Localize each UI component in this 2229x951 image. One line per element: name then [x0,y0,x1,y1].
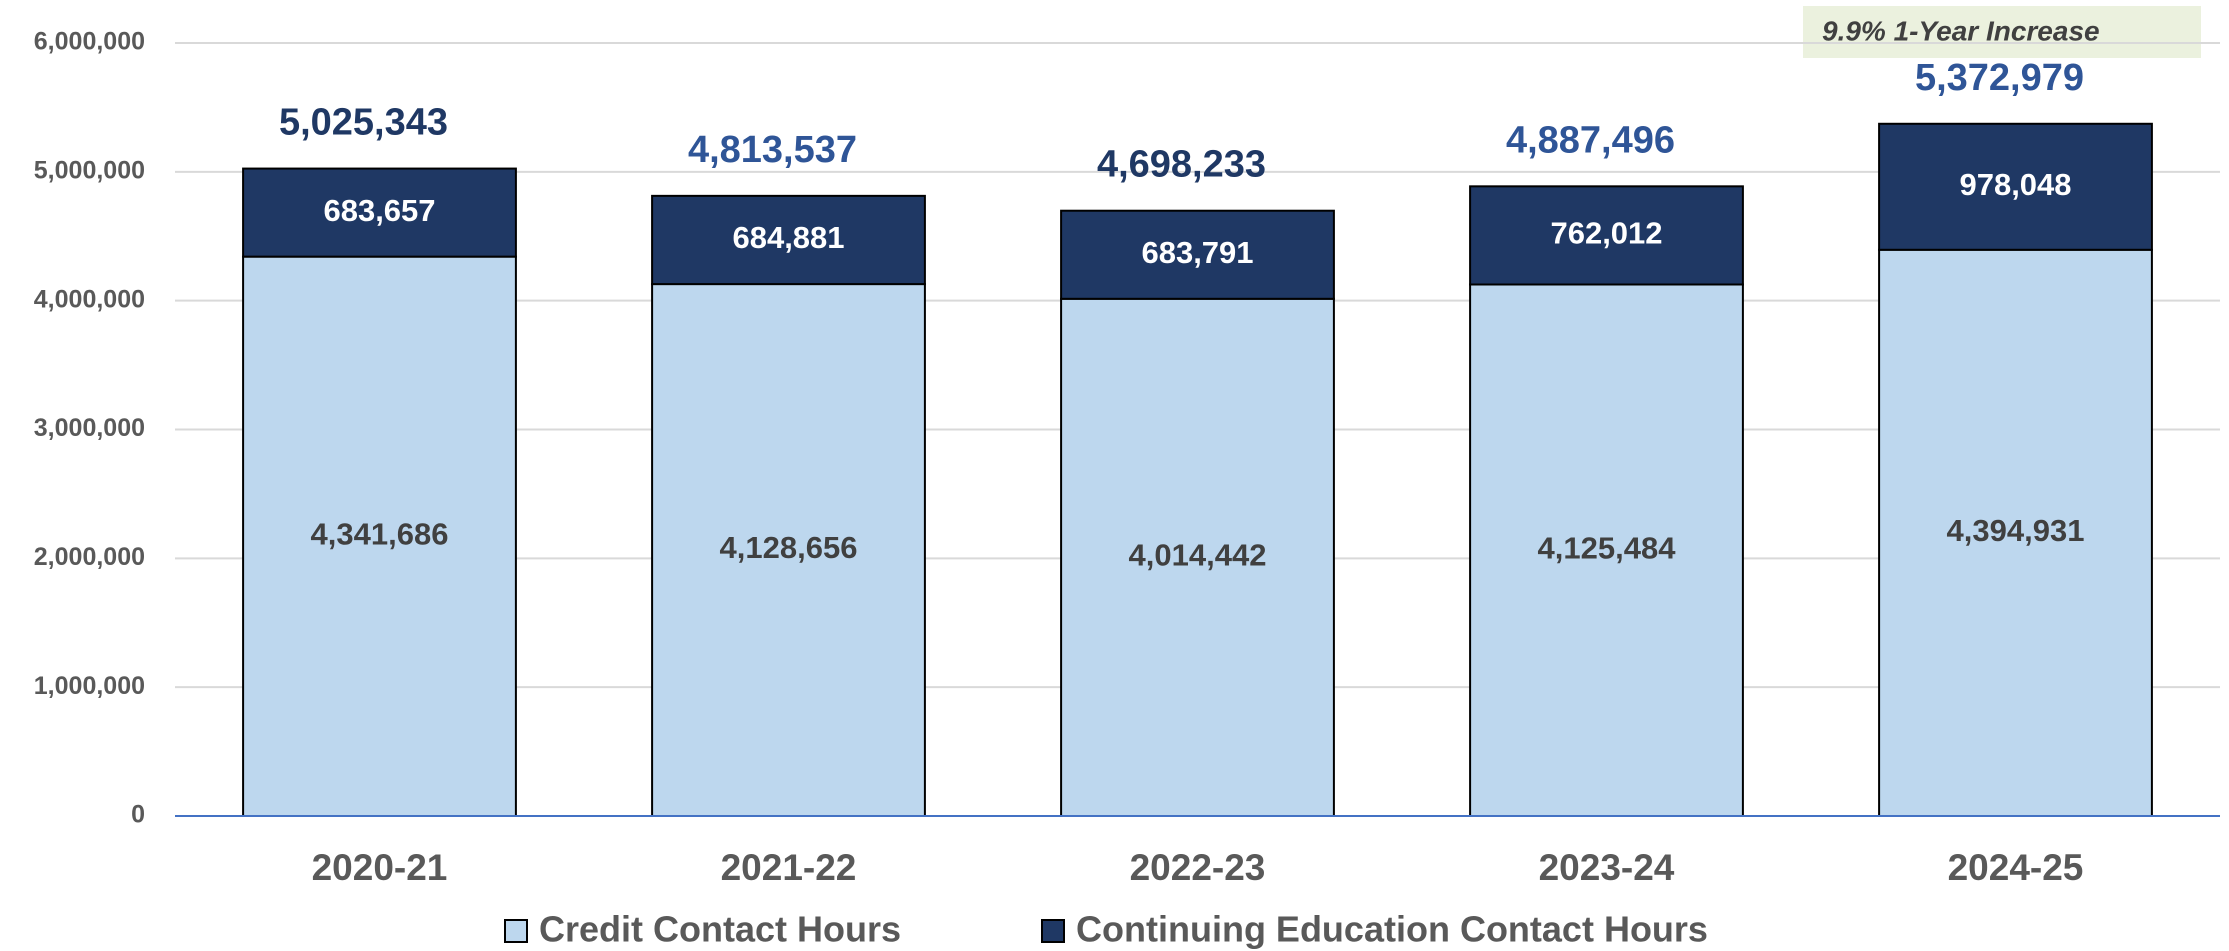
segment-label: 4,014,442 [1129,538,1267,573]
bar-segment [1469,185,1744,286]
bar-segment [242,255,517,817]
segment-label: 683,657 [323,193,435,228]
total-label: 4,698,233 [1097,144,1266,186]
total-label: 5,025,343 [279,102,448,144]
x-tick-label: 2023-24 [1539,847,1675,888]
x-tick-label: 2024-25 [1948,847,2084,888]
x-tick-label: 2022-23 [1130,847,1266,888]
y-tick-label: 5,000,000 [34,156,145,184]
x-tick-label: 2020-21 [312,847,448,888]
legend-swatch [504,919,528,943]
x-tick-label: 2021-22 [721,847,857,888]
y-tick-label: 4,000,000 [34,285,145,313]
bar-segment [1060,209,1335,300]
total-label: 4,813,537 [688,129,857,171]
segment-label: 978,048 [1959,167,2071,202]
annotation: 9.9% 1-Year Increase [1822,15,2100,46]
bar-segment [1878,122,2153,251]
segment-label: 762,012 [1550,216,1662,251]
bar-segment [1878,248,2153,818]
total-label: 5,372,979 [1915,57,2084,99]
annotation-box [1803,6,2201,58]
segment-label: 684,881 [732,220,844,255]
segment-label: 4,125,484 [1538,530,1677,565]
y-tick-label: 1,000,000 [34,672,145,700]
legend-label: Credit Contact Hours [539,909,901,950]
segment-label: 4,341,686 [311,517,449,552]
legend-swatch [1041,919,1065,943]
y-tick-label: 6,000,000 [34,28,145,56]
bar-segment [242,167,517,258]
bar-segment [651,194,926,286]
y-tick-label: 0 [131,801,145,829]
segment-label: 4,394,931 [1947,513,2085,548]
segment-label: 683,791 [1141,235,1253,270]
legend-label: Continuing Education Contact Hours [1076,909,1708,950]
y-tick-label: 2,000,000 [34,543,145,571]
total-label: 4,887,496 [1506,119,1675,161]
segment-label: 4,128,656 [720,530,858,565]
y-tick-label: 3,000,000 [34,414,145,442]
